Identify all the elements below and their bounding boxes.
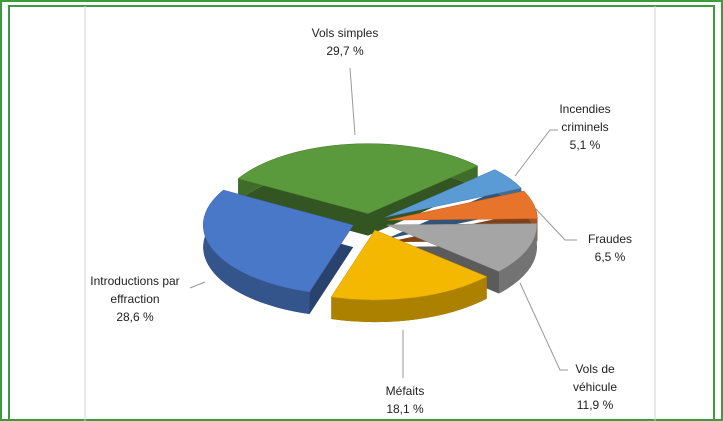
data-label: Vols simples 29,7 %	[295, 24, 395, 60]
slice-side	[498, 223, 537, 294]
data-label: Méfaits 18,1 %	[365, 382, 445, 418]
leader-line	[189, 281, 206, 289]
leader-line	[349, 67, 356, 136]
value-label: 11,9 %	[576, 398, 614, 412]
data-label: Introductions par effraction 28,6 %	[85, 272, 185, 326]
data-label: Fraudes 6,5 %	[580, 230, 640, 266]
data-label: Vols de véhicule 11,9 %	[565, 360, 625, 414]
data-label: Incendies criminels 5,1 %	[545, 100, 625, 154]
slice	[387, 190, 538, 221]
category-label: Vols de véhicule	[572, 362, 618, 394]
category-label: Méfaits	[385, 384, 425, 398]
slice	[386, 223, 538, 272]
leader-line	[514, 129, 558, 177]
slice	[330, 229, 488, 301]
value-label: 28,6 %	[116, 310, 154, 324]
value-label: 6,5 %	[594, 250, 626, 264]
category-label: Fraudes	[587, 232, 633, 246]
category-label: Vols simples	[311, 26, 379, 40]
leader-line	[534, 207, 577, 241]
slice	[237, 143, 479, 214]
value-label: 5,1 %	[569, 138, 601, 152]
category-label: Incendies criminels	[559, 102, 611, 134]
slice-side	[331, 276, 487, 323]
slice	[203, 189, 354, 293]
slice-side	[203, 190, 310, 315]
slice	[384, 169, 522, 218]
leader-line	[519, 282, 568, 371]
category-label: Introductions par effraction	[90, 274, 180, 306]
value-label: 18,1 %	[386, 402, 424, 416]
value-label: 29,7 %	[326, 44, 364, 58]
